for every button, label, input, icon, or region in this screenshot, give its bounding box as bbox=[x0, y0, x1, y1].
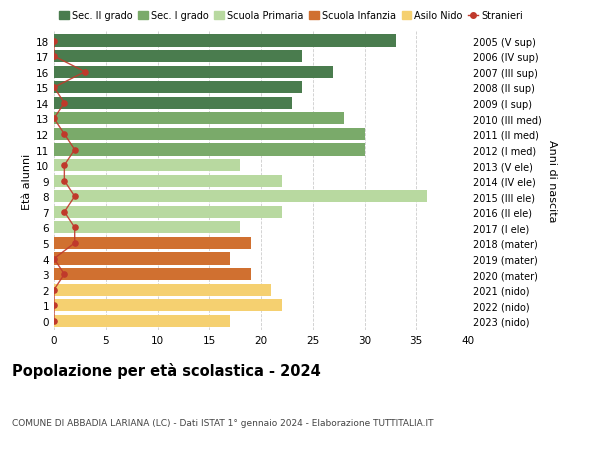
Point bbox=[70, 240, 79, 247]
Bar bbox=[54, 284, 271, 296]
Y-axis label: Anni di nascita: Anni di nascita bbox=[547, 140, 557, 223]
Bar bbox=[54, 144, 365, 156]
Bar bbox=[54, 175, 282, 187]
Point bbox=[59, 100, 69, 107]
Point bbox=[49, 116, 59, 123]
Point bbox=[49, 318, 59, 325]
Bar bbox=[54, 98, 292, 110]
Point bbox=[49, 53, 59, 61]
Bar bbox=[54, 113, 344, 125]
Point bbox=[70, 224, 79, 232]
Bar bbox=[54, 269, 251, 280]
Point bbox=[59, 131, 69, 138]
Bar bbox=[54, 207, 282, 218]
Point bbox=[49, 255, 59, 263]
Bar bbox=[54, 82, 302, 94]
Point bbox=[49, 38, 59, 45]
Bar bbox=[54, 300, 282, 312]
Point bbox=[59, 271, 69, 278]
Bar bbox=[54, 315, 230, 327]
Point bbox=[70, 193, 79, 201]
Bar bbox=[54, 51, 302, 63]
Bar bbox=[54, 237, 251, 250]
Point bbox=[59, 178, 69, 185]
Bar bbox=[54, 160, 240, 172]
Point bbox=[80, 69, 90, 76]
Bar bbox=[54, 253, 230, 265]
Text: Popolazione per età scolastica - 2024: Popolazione per età scolastica - 2024 bbox=[12, 363, 321, 379]
Legend: Sec. II grado, Sec. I grado, Scuola Primaria, Scuola Infanzia, Asilo Nido, Stran: Sec. II grado, Sec. I grado, Scuola Prim… bbox=[59, 11, 523, 21]
Y-axis label: Età alunni: Età alunni bbox=[22, 153, 32, 209]
Bar bbox=[54, 67, 334, 78]
Bar bbox=[54, 129, 365, 141]
Point bbox=[49, 302, 59, 309]
Point bbox=[59, 209, 69, 216]
Point bbox=[70, 146, 79, 154]
Point bbox=[59, 162, 69, 169]
Text: COMUNE DI ABBADIA LARIANA (LC) - Dati ISTAT 1° gennaio 2024 - Elaborazione TUTTI: COMUNE DI ABBADIA LARIANA (LC) - Dati IS… bbox=[12, 418, 433, 427]
Bar bbox=[54, 222, 240, 234]
Bar bbox=[54, 191, 427, 203]
Point bbox=[49, 84, 59, 92]
Bar bbox=[54, 35, 395, 48]
Point bbox=[49, 286, 59, 294]
